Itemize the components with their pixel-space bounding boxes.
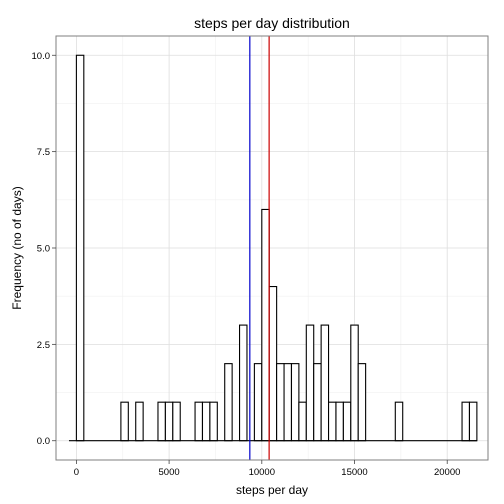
x-axis-title: steps per day bbox=[236, 483, 308, 497]
histogram-bar bbox=[172, 401, 181, 442]
histogram-bar bbox=[290, 363, 300, 442]
y-tick-label: 7.5 bbox=[37, 147, 50, 158]
histogram-bar bbox=[209, 401, 218, 442]
histogram-bar bbox=[120, 401, 129, 442]
x-tick-label: 5000 bbox=[159, 467, 180, 478]
histogram-bar bbox=[320, 324, 330, 442]
y-tick-label: 2.5 bbox=[37, 340, 50, 351]
histogram-bar bbox=[201, 401, 211, 442]
x-axis: 0 5000 10000 15000 20000 bbox=[74, 460, 460, 478]
histogram-bar bbox=[335, 401, 344, 442]
histogram-bar bbox=[468, 401, 478, 442]
y-axis: 0.0 2.5 5.0 7.5 10.0 bbox=[32, 51, 56, 447]
histogram-bar bbox=[224, 363, 233, 442]
histogram-bar bbox=[283, 363, 293, 442]
histogram-bar bbox=[350, 324, 359, 442]
y-tick-label: 5.0 bbox=[37, 244, 50, 255]
histogram-bar bbox=[164, 401, 174, 442]
histogram-bar bbox=[194, 401, 204, 442]
x-tick-label: 20000 bbox=[434, 467, 460, 478]
histogram-bar bbox=[135, 401, 144, 442]
histogram-bar bbox=[239, 324, 248, 442]
histogram-bar bbox=[261, 208, 270, 442]
histogram-bar bbox=[327, 401, 337, 442]
histogram-bar bbox=[157, 401, 166, 442]
y-tick-label: 0.0 bbox=[37, 436, 50, 447]
histogram-bar bbox=[276, 363, 285, 442]
chart-title: steps per day distribution bbox=[194, 15, 350, 31]
y-tick-label: 10.0 bbox=[32, 51, 51, 62]
histogram-bar bbox=[394, 401, 404, 442]
x-tick-label: 0 bbox=[74, 467, 79, 478]
histogram-bar bbox=[75, 54, 85, 442]
y-axis-title: Frequency (no of days) bbox=[10, 186, 24, 309]
histogram-bar bbox=[268, 285, 278, 442]
histogram-bar bbox=[461, 401, 471, 442]
reference-lines bbox=[249, 36, 270, 460]
histogram-bar bbox=[253, 363, 263, 442]
histogram-bar bbox=[298, 401, 307, 442]
histogram-bar bbox=[313, 363, 322, 442]
histogram-bar bbox=[305, 324, 315, 442]
histogram-bar bbox=[357, 363, 367, 442]
x-tick-label: 15000 bbox=[341, 467, 367, 478]
histogram-bar bbox=[342, 401, 352, 442]
x-tick-label: 10000 bbox=[249, 467, 275, 478]
